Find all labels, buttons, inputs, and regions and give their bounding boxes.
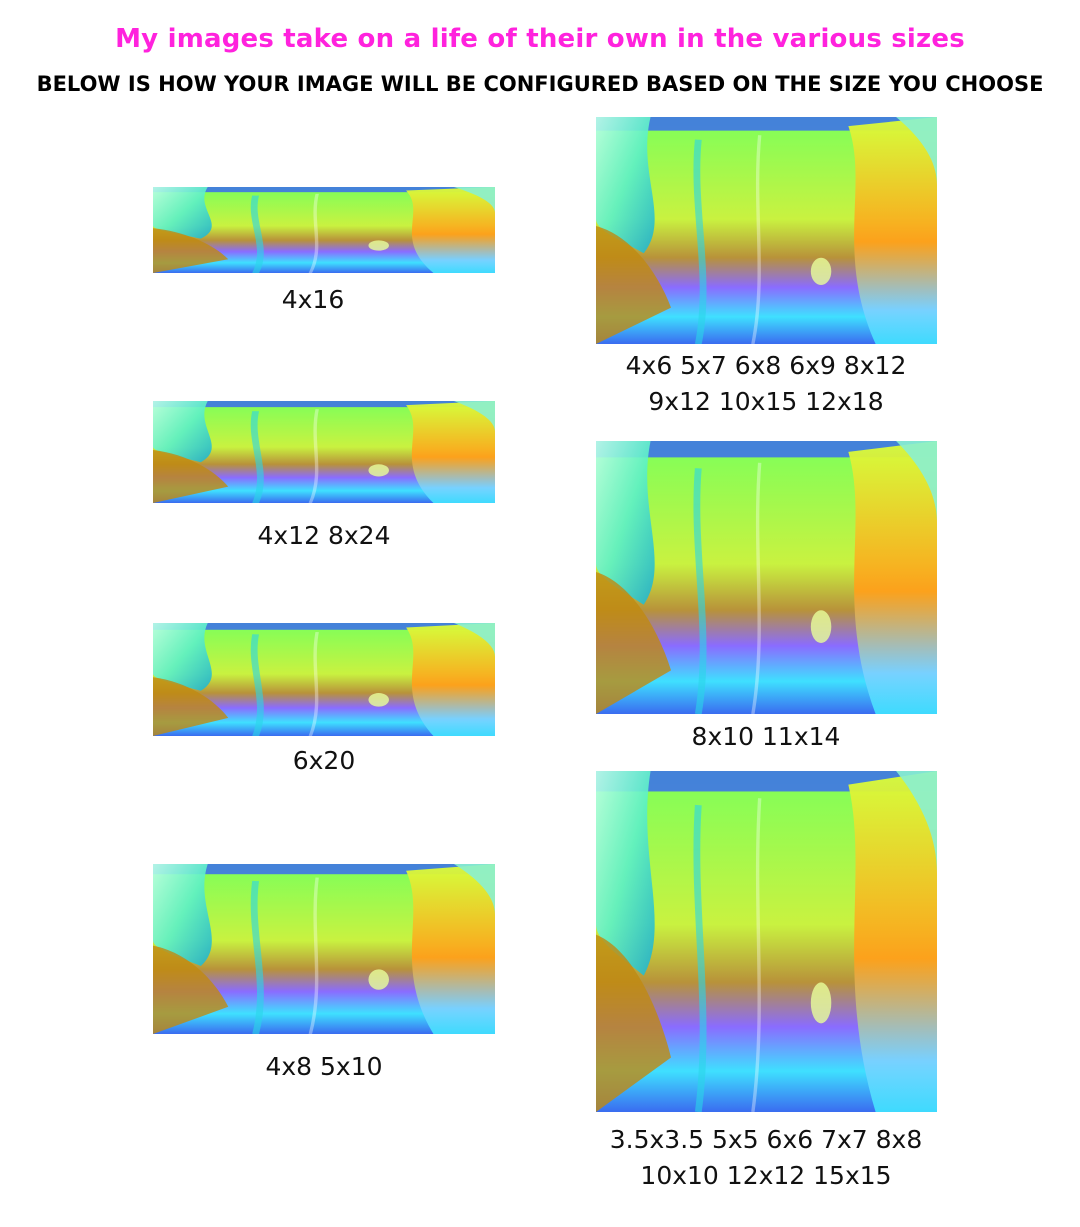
painting-artwork [153, 864, 495, 1034]
caption-line: 4x12 8x24 [257, 521, 391, 550]
caption-line: 8x10 11x14 [691, 722, 841, 751]
headline: My images take on a life of their own in… [115, 24, 965, 54]
crop-caption-8x10: 8x10 11x14 [580, 719, 952, 755]
crop-preview-4x12 [153, 401, 495, 503]
crop-preview-4x8 [153, 864, 495, 1034]
crop-preview-8x10 [596, 441, 937, 714]
subhead: BELOW IS HOW YOUR IMAGE WILL BE CONFIGUR… [36, 72, 1044, 96]
crop-caption-square: 3.5x3.5 5x5 6x6 7x7 8x8 10x10 12x12 15x1… [562, 1122, 970, 1194]
crop-preview-4x6 [596, 117, 937, 344]
painting-artwork [153, 401, 495, 503]
caption-line: 4x16 [281, 285, 345, 314]
painting-artwork [153, 623, 495, 736]
painting-artwork [596, 117, 937, 344]
painting-artwork [596, 771, 937, 1112]
crop-caption-4x8: 4x8 5x10 [153, 1049, 495, 1085]
caption-line: 10x10 12x12 15x15 [640, 1161, 892, 1190]
crop-caption-6x20: 6x20 [153, 743, 495, 779]
crop-preview-square [596, 771, 937, 1112]
caption-line: 3.5x3.5 5x5 6x6 7x7 8x8 [609, 1125, 923, 1154]
caption-line: 4x6 5x7 6x8 6x9 8x12 [625, 351, 907, 380]
caption-line: 4x8 5x10 [265, 1052, 383, 1081]
crop-caption-4x12: 4x12 8x24 [153, 518, 495, 554]
caption-line: 6x20 [292, 746, 356, 775]
painting-artwork [153, 187, 495, 273]
caption-line: 9x12 10x15 12x18 [648, 387, 884, 416]
crop-caption-4x16: 4x16 [153, 282, 473, 318]
crop-caption-4x6: 4x6 5x7 6x8 6x9 8x12 9x12 10x15 12x18 [580, 348, 952, 420]
crop-preview-4x16 [153, 187, 495, 273]
painting-artwork [596, 441, 937, 714]
crop-preview-6x20 [153, 623, 495, 736]
